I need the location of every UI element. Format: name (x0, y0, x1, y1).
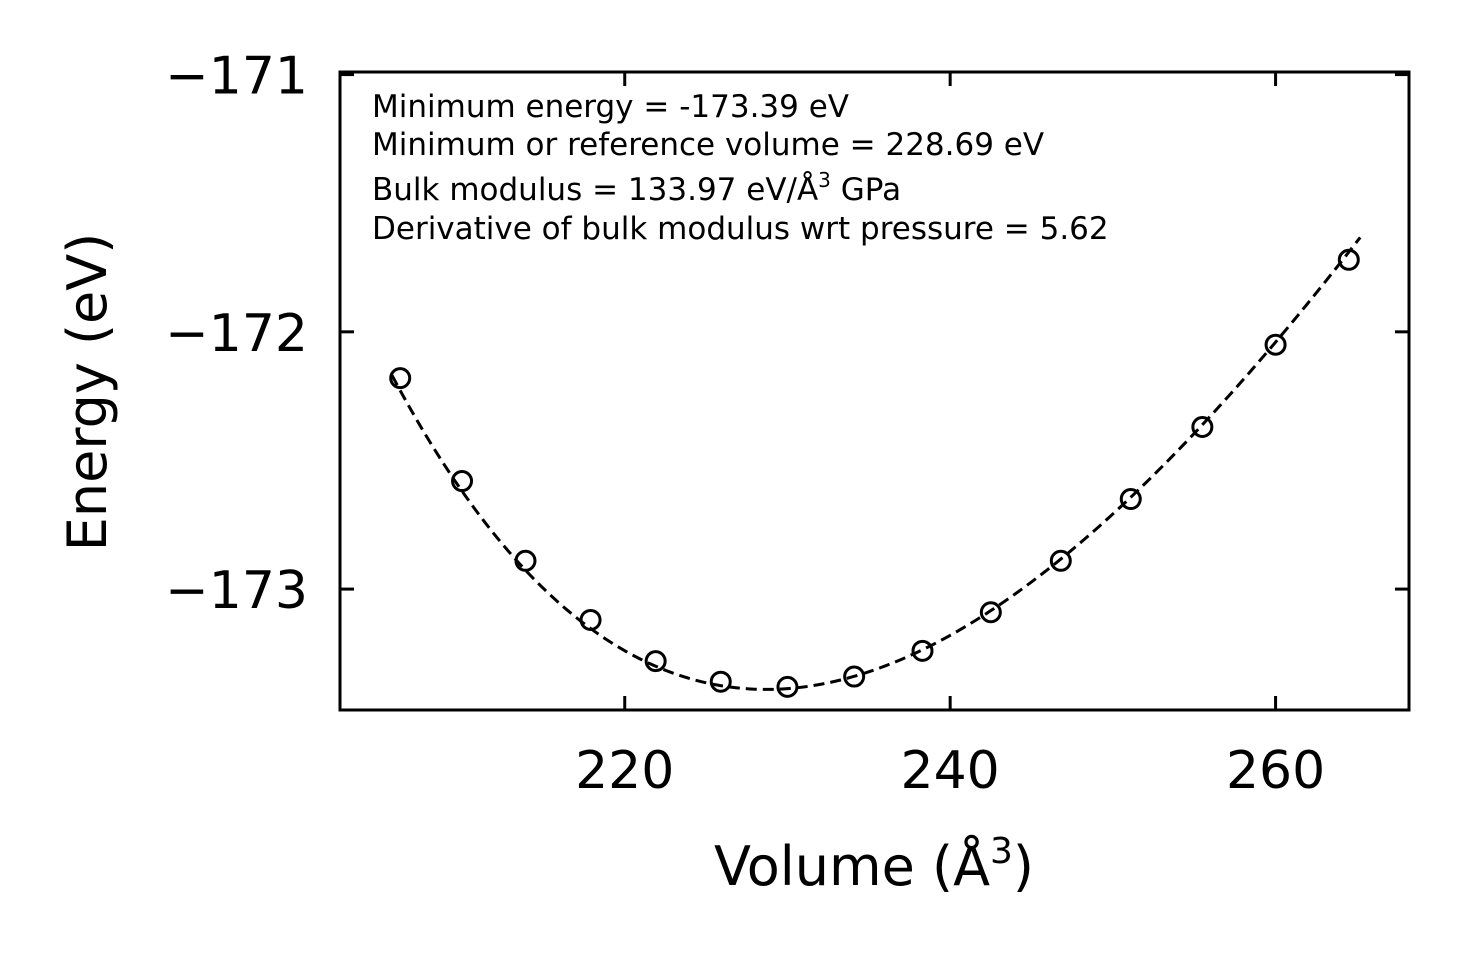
y-tick-label-2: −173 (165, 561, 308, 621)
plot-frame (338, 70, 1411, 712)
data-point-6 (776, 675, 799, 698)
x-axis-title-text: Volume (Å (714, 834, 990, 898)
data-point-11 (1119, 488, 1142, 511)
y-tick-label-1: −172 (165, 304, 308, 364)
data-point-4 (644, 650, 667, 673)
fit-curve (390, 236, 1362, 691)
annotation-block: Minimum energy = -173.39 eV Minimum or r… (372, 89, 1109, 247)
data-point-9 (979, 601, 1002, 624)
annotation-min-volume: Minimum or reference volume = 228.69 eV (372, 127, 1044, 163)
data-point-2 (514, 549, 537, 572)
x-tick-label-1: 240 (901, 741, 1000, 801)
data-point-0 (389, 367, 412, 390)
data-point-12 (1191, 416, 1214, 439)
x-tick-label-2: 260 (1226, 741, 1325, 801)
annotation-derivative: Derivative of bulk modulus wrt pressure … (372, 211, 1109, 247)
data-point-10 (1049, 549, 1072, 572)
data-point-5 (709, 670, 732, 693)
data-point-1 (451, 470, 474, 493)
x-axis-title-suffix: ) (1013, 835, 1034, 898)
data-point-14 (1337, 248, 1360, 271)
fit-layer (390, 236, 1362, 691)
annotation-min-energy: Minimum energy = -173.39 eV (372, 89, 849, 125)
annotation-bulk-modulus-text: Bulk modulus = 133.97 eV/Å (372, 172, 818, 208)
x-axis-title-sup: 3 (990, 831, 1013, 872)
data-point-7 (843, 665, 866, 688)
data-point-13 (1264, 333, 1287, 356)
y-axis-title: Energy (eV) (56, 233, 119, 552)
y-tick-label-0: −171 (165, 47, 308, 107)
data-point-3 (579, 608, 602, 631)
annotation-bulk-modulus: Bulk modulus = 133.97 eV/Å3 GPa (372, 168, 901, 208)
x-tick-label-0: 220 (575, 741, 674, 801)
annotation-bulk-modulus-sup: 3 (818, 168, 831, 192)
ticks-layer: 220 240 260 −171 −172 −173 (165, 47, 1409, 801)
points-layer (389, 248, 1360, 698)
x-axis-title: Volume (Å3) (714, 831, 1034, 898)
data-point-8 (911, 639, 934, 662)
annotation-bulk-modulus-suffix: GPa (831, 172, 901, 208)
